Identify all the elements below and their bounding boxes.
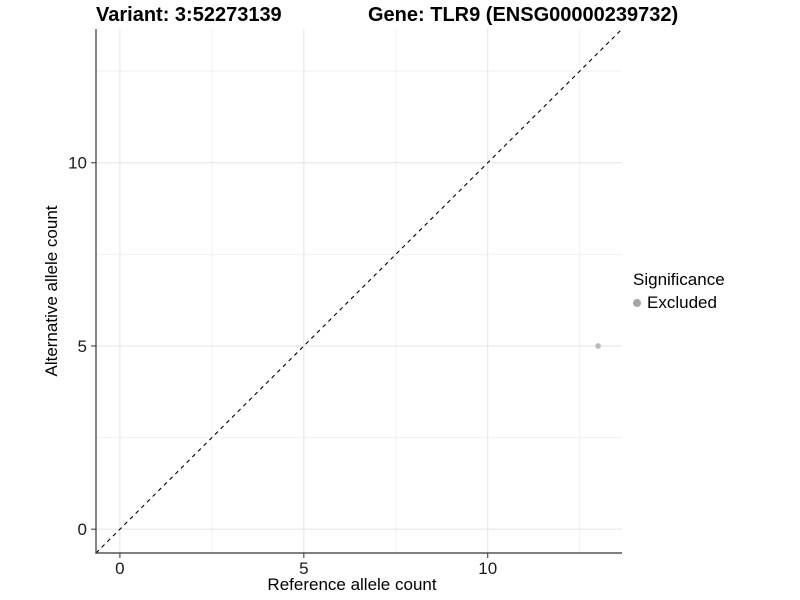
legend: Significance Excluded	[633, 270, 725, 313]
legend-entry-label: Excluded	[647, 293, 717, 312]
legend-point-icon	[633, 299, 641, 307]
plot-title-variant: Variant: 3:52273139	[96, 4, 282, 26]
y-tick-label: 5	[78, 337, 87, 356]
x-tick-label: 0	[115, 559, 124, 578]
legend-title: Significance	[633, 270, 725, 289]
x-tick-label: 10	[478, 559, 497, 578]
y-tick-label: 0	[78, 520, 87, 539]
identity-line	[95, 28, 623, 554]
data-point	[595, 343, 601, 349]
legend-entry: Excluded	[633, 293, 725, 313]
x-tick-label: 5	[299, 559, 308, 578]
y-axis-title: Alternative allele count	[42, 205, 61, 377]
y-tick-label: 10	[68, 154, 87, 173]
x-axis-title: Reference allele count	[267, 575, 437, 594]
plot-title-gene: Gene: TLR9 (ENSG00000239732)	[368, 4, 679, 26]
